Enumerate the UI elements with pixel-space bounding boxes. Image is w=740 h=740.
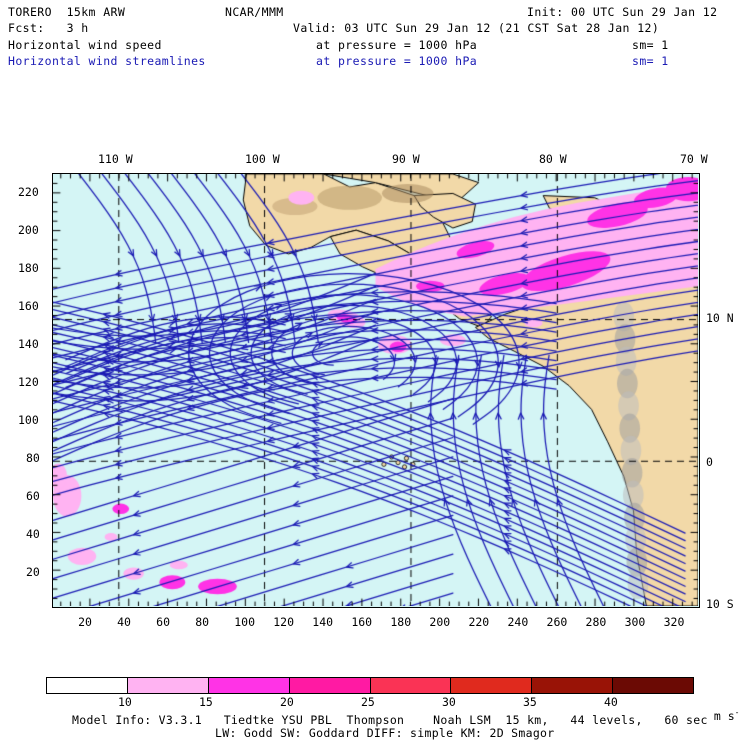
footer-physics-info: LW: Godd SW: Goddard DIFF: simple KM: 2D… [215,726,555,740]
y-tick-40: 40 [26,526,40,541]
x-tick-20: 20 [78,615,92,629]
lat-label-0: 10 N [706,311,734,325]
x-tick-140: 140 [312,615,334,629]
header-model-name: TORERO 15km ARW [8,5,126,19]
colorbar-units-text: m s [713,708,735,723]
x-tick-60: 60 [156,615,171,629]
x-tick-120: 120 [273,615,295,629]
wind-speed-colorbar [46,677,694,694]
lon-label-2: 90 W [392,152,420,166]
colorbar-tick-25: 25 [361,695,375,709]
header-valid-time: Valid: 03 UTC Sun 29 Jan 12 (21 CST Sat … [293,21,660,35]
y-tick-100: 100 [18,412,39,427]
map-plot-panel[interactable] [52,173,700,608]
x-tick-280: 280 [585,615,607,629]
y-tick-120: 120 [18,374,39,389]
x-tick-180: 180 [390,615,412,629]
y-tick-140: 140 [18,336,39,351]
header-smoothing-streamlines: sm= 1 [632,54,669,68]
header-smoothing-windspeed: sm= 1 [632,38,669,52]
colorbar-segment-7 [613,678,693,693]
colorbar-segment-5 [451,678,533,693]
header-level-windspeed: at pressure = 1000 hPa [316,38,478,52]
x-tick-160: 160 [351,615,373,629]
header-level-streamlines: at pressure = 1000 hPa [316,54,478,68]
colorbar-segment-0 [47,678,128,693]
y-tick-80: 80 [26,450,40,465]
colorbar-tick-30: 30 [442,695,456,709]
colorbar-tick-40: 40 [604,695,618,709]
wind-field-map [53,174,698,606]
x-tick-300: 300 [624,615,646,629]
y-tick-60: 60 [26,488,40,503]
colorbar-tick-20: 20 [280,695,294,709]
x-tick-320: 320 [663,615,685,629]
x-tick-80: 80 [195,615,210,629]
header-forecast-hour: Fcst: 3 h [8,21,89,35]
y-tick-20: 20 [26,564,40,579]
colorbar-segment-4 [370,678,452,693]
x-tick-40: 40 [117,615,131,629]
colorbar-segment-1 [127,678,209,693]
y-tick-160: 160 [18,298,39,313]
header-center-org: NCAR/MMM [225,5,284,19]
lon-label-0: 110 W [98,152,133,166]
x-tick-260: 260 [546,615,568,629]
y-tick-220: 220 [18,184,39,199]
colorbar-segment-2 [208,678,290,693]
x-tick-200: 200 [429,615,451,629]
colorbar-tick-10: 10 [118,695,132,709]
colorbar-units-exponent: -1 [734,708,740,717]
x-tick-100: 100 [234,615,255,629]
footer-model-info: Model Info: V3.3.1 Tiedtke YSU PBL Thomp… [72,713,708,727]
colorbar-tick-15: 15 [199,695,213,709]
header-field-windspeed: Horizontal wind speed [8,38,162,52]
header-init-time: Init: 00 UTC Sun 29 Jan 12 [527,5,718,19]
header-field-streamlines: Horizontal wind streamlines [8,54,206,68]
colorbar-units: m s-1 [700,694,740,723]
x-tick-220: 220 [468,615,490,629]
lat-label-2: 10 S [706,597,734,611]
x-tick-240: 240 [507,615,529,629]
y-tick-180: 180 [18,260,39,275]
colorbar-segment-6 [532,678,614,693]
lon-label-4: 70 W [680,152,708,166]
lat-label-1: 0 [706,455,713,469]
lon-label-1: 100 W [245,152,280,166]
colorbar-tick-35: 35 [523,695,537,709]
lon-label-3: 80 W [539,152,567,166]
colorbar-segment-3 [289,678,371,693]
y-tick-200: 200 [18,222,39,237]
